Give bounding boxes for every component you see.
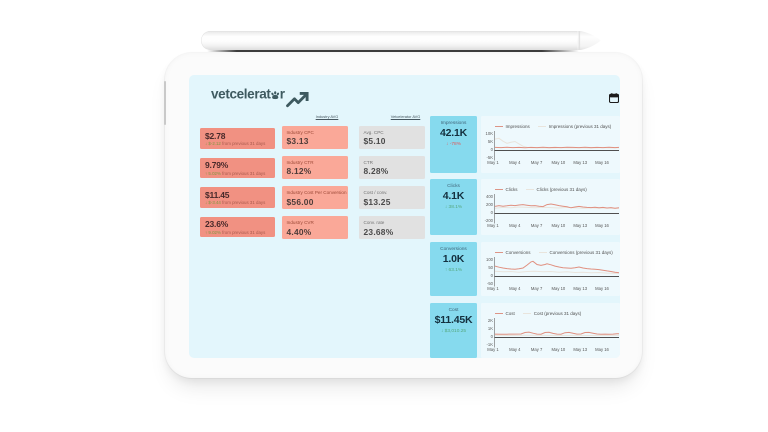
svg-text:vetcelerat: vetcelerat bbox=[211, 87, 271, 102]
svg-text:r: r bbox=[280, 87, 286, 102]
